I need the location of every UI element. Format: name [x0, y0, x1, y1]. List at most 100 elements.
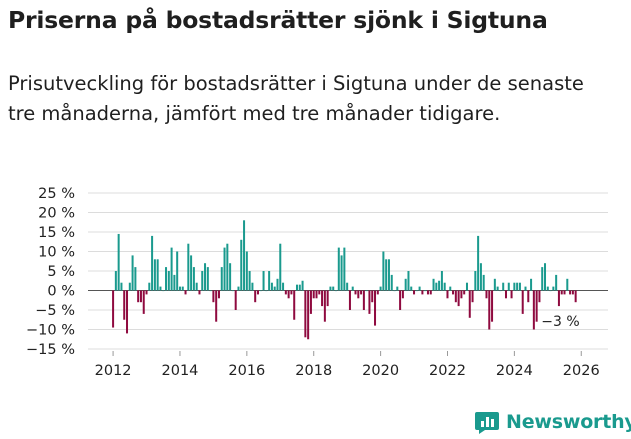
bar — [178, 286, 181, 291]
bar — [167, 271, 170, 291]
bar — [452, 290, 455, 295]
bar — [530, 278, 533, 291]
bar — [549, 290, 552, 292]
bar — [284, 290, 287, 295]
bar — [532, 290, 535, 330]
bar — [321, 290, 324, 307]
bar — [343, 247, 346, 291]
x-tick-label: 2014 — [162, 363, 199, 379]
bar — [156, 259, 159, 291]
bar — [204, 263, 207, 291]
bar — [374, 290, 377, 326]
bar — [184, 290, 187, 295]
bar — [463, 290, 466, 295]
bar — [415, 290, 418, 292]
bar — [357, 290, 360, 299]
bar — [351, 286, 354, 291]
x-tick-label: 2022 — [429, 363, 466, 379]
bar — [295, 284, 298, 291]
bar — [290, 290, 293, 295]
bar — [379, 286, 382, 291]
bar — [190, 255, 193, 291]
bar — [535, 290, 538, 322]
bar — [504, 290, 507, 299]
bar — [243, 220, 246, 291]
bar — [335, 290, 338, 292]
bar — [552, 286, 555, 291]
bar — [491, 290, 494, 322]
bar — [477, 235, 480, 291]
bar — [312, 290, 315, 299]
bar — [465, 282, 468, 291]
bar — [231, 290, 234, 292]
bar — [454, 290, 457, 303]
bar — [365, 290, 368, 292]
bar — [240, 239, 243, 291]
bar — [376, 290, 379, 295]
bar — [139, 290, 142, 303]
bar — [371, 290, 374, 303]
bar — [516, 282, 519, 291]
x-axis: 2012 2014 2016 2018 2020 2022 2024 2026 — [95, 351, 600, 379]
bar — [117, 233, 120, 291]
bar — [510, 290, 513, 299]
y-axis: 25 % 20 % 15 % 10 % 5 % 0 % −5 % −10 % −15 % — [26, 186, 75, 358]
bar — [217, 290, 220, 299]
bar — [560, 290, 563, 295]
bar — [557, 290, 560, 307]
bar — [404, 278, 407, 291]
bar — [153, 259, 156, 291]
bar — [513, 282, 516, 291]
bar — [337, 247, 340, 291]
bar — [201, 271, 204, 291]
bar — [256, 290, 259, 295]
bar — [131, 255, 134, 291]
bar — [418, 286, 421, 291]
y-tick-label: 0 % — [47, 284, 75, 300]
y-tick-label: −10 % — [26, 323, 75, 339]
bar — [443, 282, 446, 291]
bar — [368, 290, 371, 314]
gridlines — [88, 192, 608, 350]
bar — [220, 267, 223, 291]
bar — [485, 290, 488, 299]
bar — [432, 278, 435, 291]
bar — [527, 290, 530, 303]
bar — [329, 286, 332, 291]
bar — [387, 259, 390, 291]
bar — [276, 278, 279, 291]
bar — [198, 290, 201, 295]
bar — [360, 290, 363, 295]
bar — [424, 290, 427, 292]
bar — [382, 251, 385, 291]
bar — [226, 243, 229, 291]
bar — [521, 290, 524, 314]
bar — [407, 271, 410, 291]
bar — [195, 282, 198, 291]
bar — [538, 290, 541, 303]
bar — [282, 282, 285, 291]
chart-title: Priserna på bostadsrätter sjönk i Sigtun… — [8, 6, 548, 34]
bar — [251, 282, 254, 291]
bar — [323, 290, 326, 322]
brand-name: Newsworthy — [506, 411, 631, 433]
bar — [544, 263, 547, 291]
last-value-annotation: −3 % — [541, 314, 579, 330]
bar — [114, 271, 117, 291]
y-tick-label: −15 % — [26, 342, 75, 358]
bar — [390, 274, 393, 291]
bar — [348, 290, 351, 310]
bar — [128, 282, 131, 291]
bar — [499, 290, 502, 292]
bar — [120, 282, 123, 291]
bar — [421, 290, 424, 295]
bar — [123, 290, 126, 320]
bar — [181, 286, 184, 291]
bar — [502, 282, 505, 291]
bar — [541, 267, 544, 291]
bar — [145, 290, 148, 295]
bar — [440, 271, 443, 291]
y-tick-label: −5 % — [35, 303, 75, 319]
y-tick-label: 10 % — [38, 245, 75, 261]
bar — [438, 280, 441, 291]
